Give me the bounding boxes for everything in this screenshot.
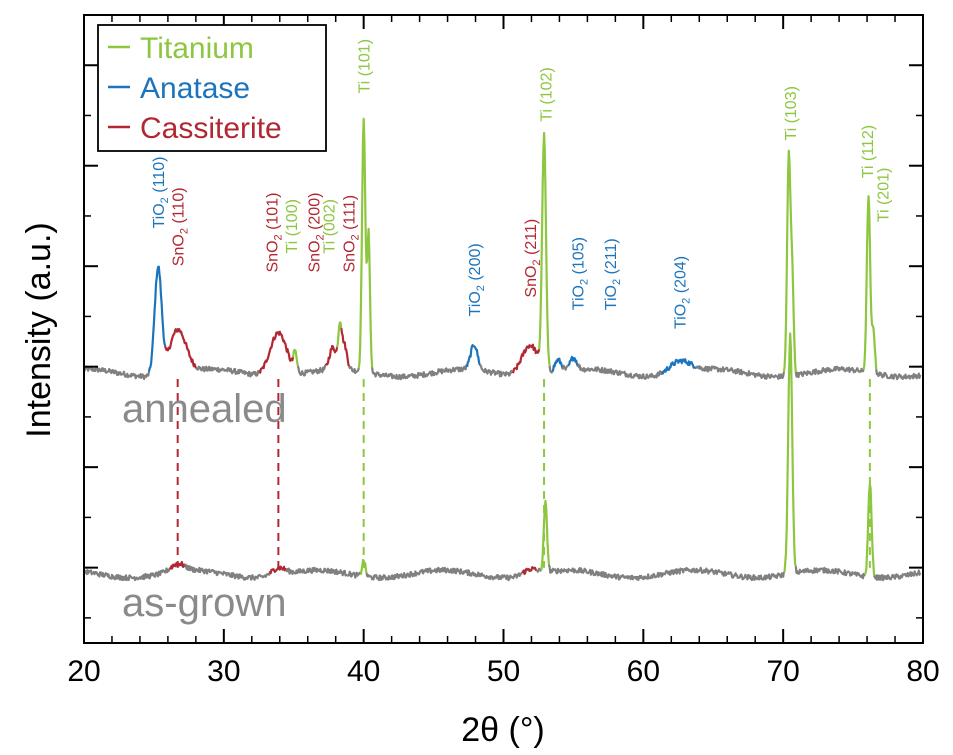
pattern-segment: [540, 499, 550, 571]
peak-label: SnO2 (111): [341, 195, 361, 273]
pattern-segment: [347, 365, 360, 375]
peak-label: TiO2 (204): [673, 256, 693, 329]
peak-label: Ti (102): [539, 67, 556, 122]
x-tick-label: 40: [347, 655, 380, 688]
x-tick-label: 60: [627, 655, 660, 688]
pattern-segment: [863, 483, 876, 576]
pattern-segment: [147, 265, 167, 372]
series-layer: [82, 117, 922, 582]
guide-layer: [176, 378, 871, 568]
pattern-segment: [547, 564, 785, 582]
legend-label: Titanium: [140, 32, 254, 65]
x-tick-label: 50: [487, 655, 520, 688]
pattern-segment: [357, 117, 374, 369]
pattern-segment: [82, 567, 171, 582]
x-tick-label: 80: [906, 655, 939, 688]
pattern-segment: [862, 195, 878, 370]
legend: Titanium Anatase Cassiterite: [97, 24, 327, 152]
pattern-segment: [536, 567, 542, 573]
pattern-segment: [466, 344, 481, 368]
pattern-segment: [567, 355, 580, 367]
pattern-segment: [577, 363, 664, 380]
legend-label: Anatase: [140, 72, 250, 105]
x-tick-label: 20: [67, 655, 100, 688]
pattern-segment: [794, 566, 866, 580]
x-tick-label: 70: [766, 655, 799, 688]
pattern-segment: [661, 358, 698, 375]
legend-label: Cassiterite: [140, 112, 282, 145]
annotation-layer: TiO2 (110)SnO2 (110) SnO2 (101)Ti (100) Sn…: [151, 39, 892, 329]
pattern-segment: [695, 365, 785, 380]
pattern-segment: [258, 330, 295, 374]
series-annealed: [82, 117, 922, 381]
pattern-segment: [82, 365, 151, 381]
sample-label-annealed: annealed: [122, 387, 287, 431]
legend-box: [97, 24, 327, 152]
x-tick-label: 30: [207, 655, 240, 688]
peak-label: TiO2 (110): [151, 157, 171, 229]
peak-label: SnO2 (211): [523, 219, 543, 298]
pattern-segment: [551, 357, 564, 373]
pattern-segment: [195, 365, 261, 378]
pattern-segment: [184, 563, 272, 581]
pattern-segment: [365, 566, 523, 582]
pattern-segment: [164, 328, 197, 369]
pattern-segment: [548, 365, 554, 374]
pattern-segment: [371, 364, 469, 381]
y-axis-label: Intensity (a.u.): [20, 222, 58, 437]
pattern-segment: [783, 332, 797, 573]
sample-label-as-grown: as-grown: [122, 581, 287, 625]
pattern-segment: [875, 369, 922, 381]
peak-label: TiO2 (211): [603, 238, 623, 310]
pattern-segment: [285, 566, 361, 579]
pattern-segment: [359, 558, 368, 576]
pattern-segment: [873, 569, 922, 582]
peak-label: Ti (002): [322, 199, 339, 254]
pattern-segment: [794, 365, 865, 379]
pattern-segment: [511, 343, 541, 374]
series-as-grown: [82, 332, 922, 582]
legend-entries: Titanium Anatase Cassiterite: [108, 32, 282, 145]
tick-layer: 20 30 40 50 60 70 80: [67, 15, 940, 688]
pattern-segment: [561, 364, 569, 371]
peak-label: Ti (100): [284, 199, 301, 254]
pattern-segment: [340, 327, 351, 367]
peak-label: SnO2 (200): [306, 193, 326, 273]
pattern-segment: [292, 348, 299, 367]
peak-label: Ti (103): [783, 86, 800, 141]
peak-label: SnO2 (110): [171, 187, 191, 266]
pattern-segment: [296, 364, 327, 377]
pattern-segment: [268, 565, 287, 575]
pattern-segment: [479, 364, 514, 378]
pattern-segment: [538, 131, 551, 366]
pattern-segment: [336, 321, 343, 348]
peak-label: Ti (101): [357, 39, 374, 94]
x-axis-label: 2θ (°): [461, 711, 545, 749]
peak-label: Ti (201): [875, 168, 892, 223]
pattern-segment: [782, 149, 797, 373]
peak-label: TiO2 (200): [467, 243, 487, 316]
pattern-segment: [324, 344, 339, 366]
peak-label: Ti (112): [860, 125, 877, 178]
peak-label: SnO2 (101): [264, 193, 284, 273]
peak-label: TiO2 (105): [571, 237, 591, 310]
pattern-segment: [521, 566, 538, 575]
